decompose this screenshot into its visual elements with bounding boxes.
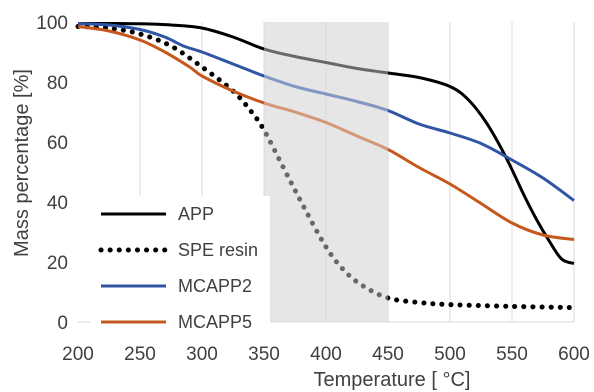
x-tick-label-200: 200 bbox=[62, 344, 94, 365]
x-tick-label-250: 250 bbox=[124, 344, 156, 365]
y-axis-title: Mass percentage [%] bbox=[11, 69, 33, 257]
series-line-mcapp5-in-band bbox=[264, 101, 388, 152]
x-tick-label-500: 500 bbox=[434, 344, 466, 365]
y-tick-label-80: 80 bbox=[47, 73, 68, 94]
legend: APP SPE resin MCAPP2 MCAPP5 bbox=[90, 196, 270, 332]
legend-label-mcapp5: MCAPP5 bbox=[178, 312, 252, 332]
x-tick-label-450: 450 bbox=[372, 344, 404, 365]
y-tick-label-100: 100 bbox=[36, 13, 68, 34]
x-tick-label-550: 550 bbox=[496, 344, 528, 365]
series-mcapp5 bbox=[77, 25, 575, 241]
legend-label-spe-resin: SPE resin bbox=[178, 240, 258, 260]
x-tick-label-400: 400 bbox=[310, 344, 342, 365]
gridlines bbox=[139, 22, 575, 322]
x-tick-label-600: 600 bbox=[558, 344, 590, 365]
series-line-mcapp2-in-band bbox=[264, 74, 388, 113]
series-mcapp2 bbox=[77, 22, 575, 202]
legend-label-mcapp2: MCAPP2 bbox=[178, 276, 252, 296]
legend-background bbox=[90, 196, 270, 326]
x-tick-label-300: 300 bbox=[186, 344, 218, 365]
legend-label-app: APP bbox=[178, 204, 214, 224]
axes: 200 250 300 350 400 450 500 550 600 0 20 40 60 80 100 bbox=[36, 13, 590, 365]
series-spe-resin bbox=[75, 24, 577, 311]
y-tick-label-40: 40 bbox=[47, 193, 68, 214]
y-tick-label-20: 20 bbox=[47, 253, 68, 274]
x-axis-title: Temperature [ °C] bbox=[314, 369, 471, 391]
y-tick-label-60: 60 bbox=[47, 133, 68, 154]
x-tick-label-350: 350 bbox=[248, 344, 280, 365]
series-app bbox=[77, 21, 575, 265]
series-lines bbox=[75, 21, 577, 311]
y-tick-label-0: 0 bbox=[57, 313, 68, 334]
series-line-spe-resin-in-band bbox=[264, 125, 388, 301]
